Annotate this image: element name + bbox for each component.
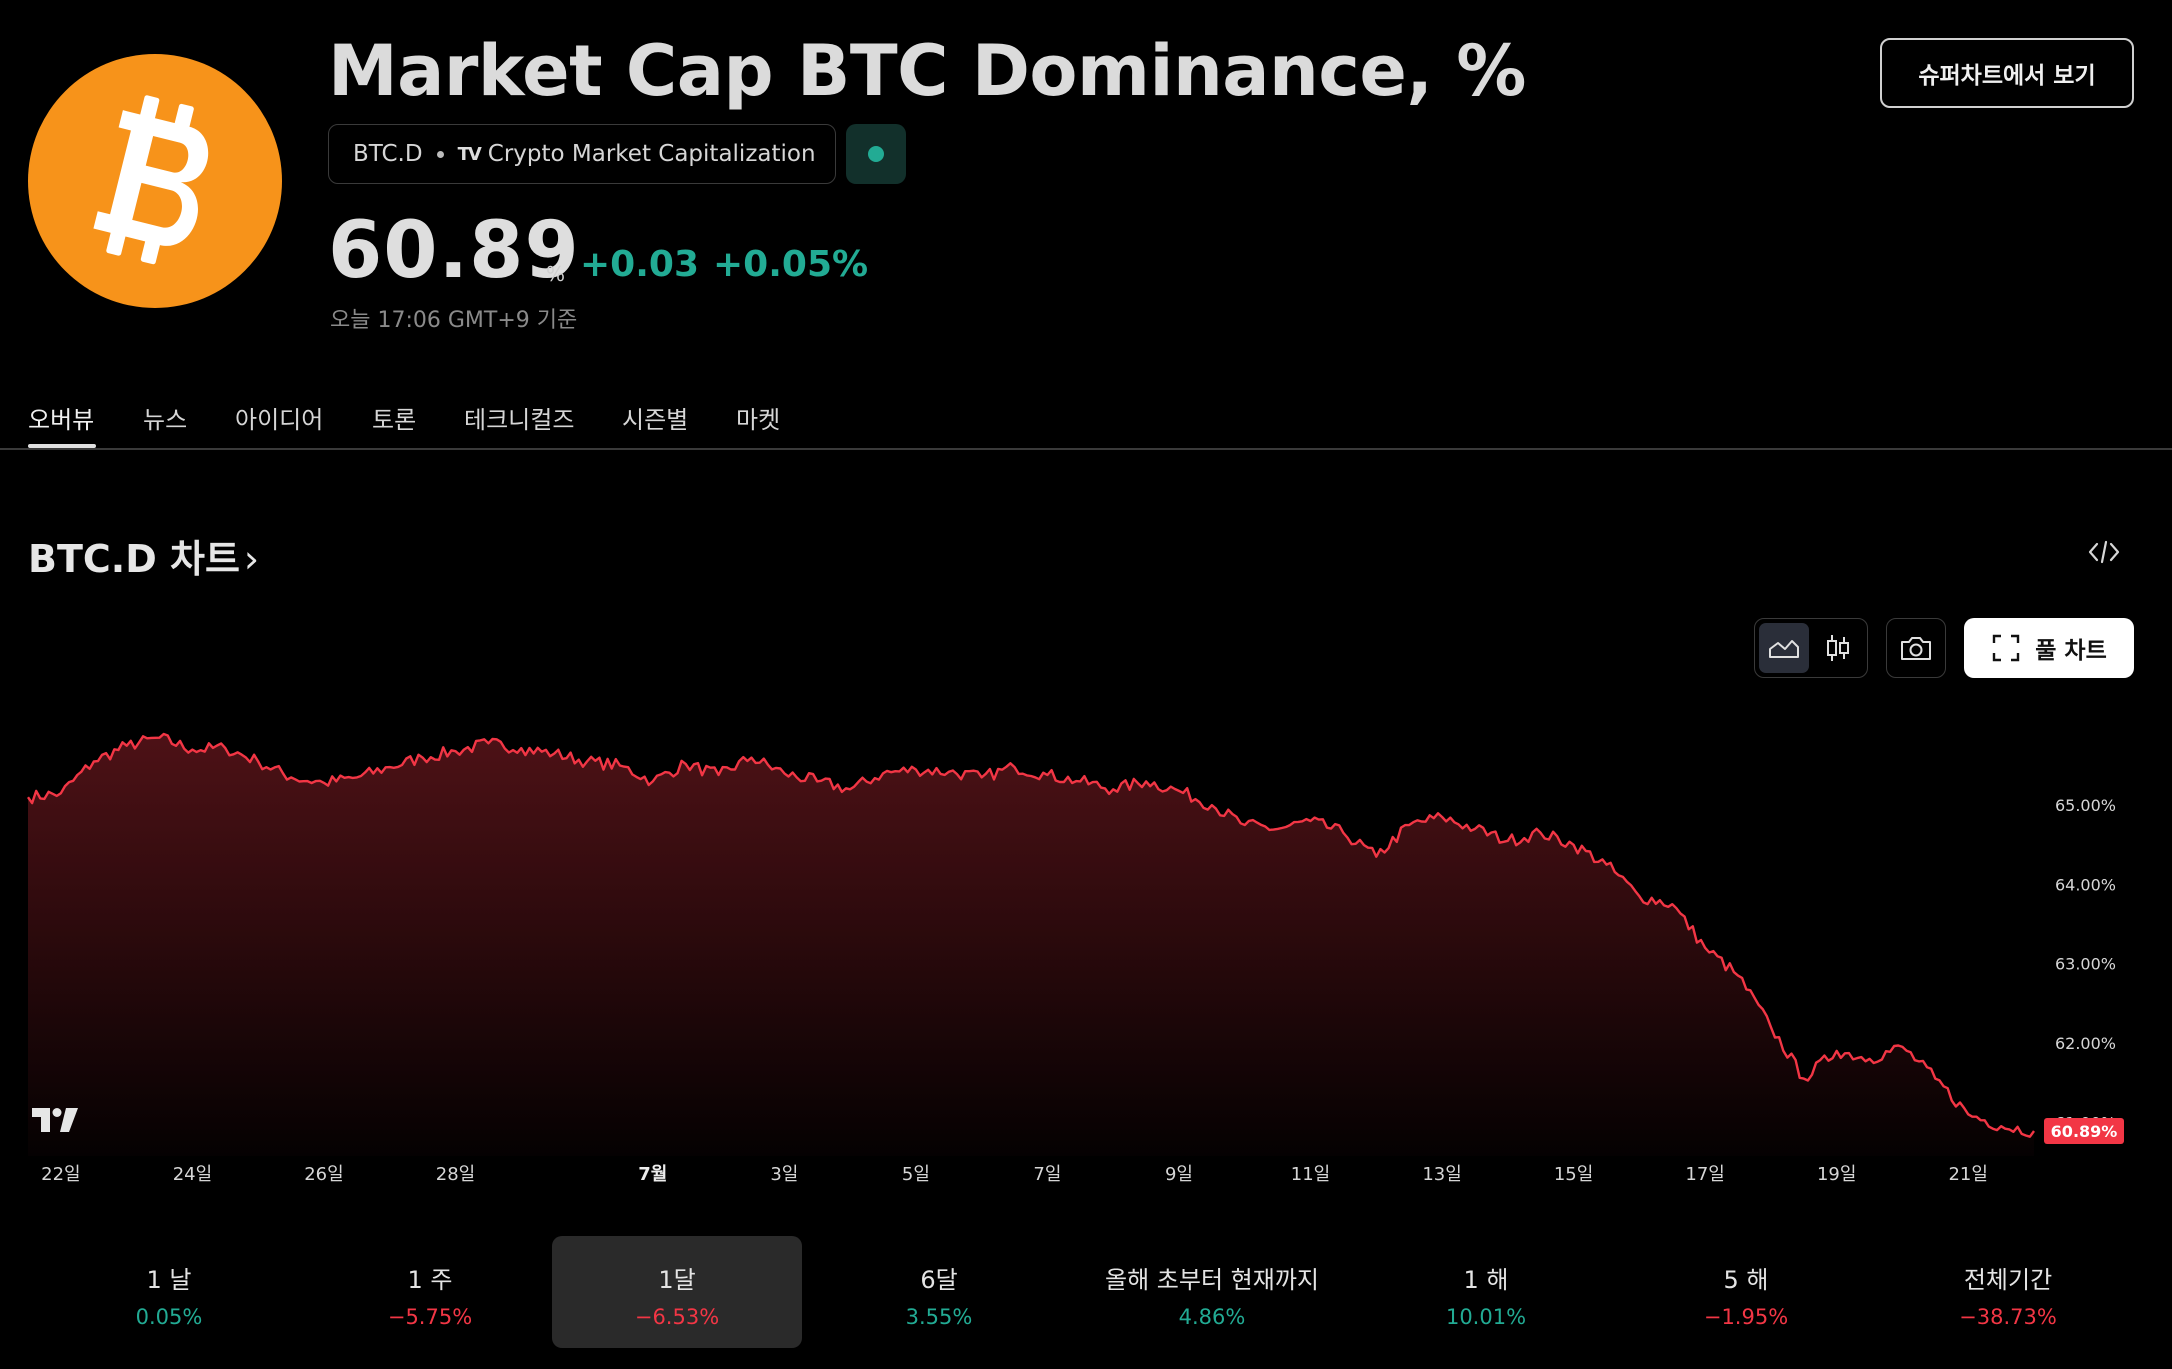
x-tick-label: 9일 (1165, 1164, 1193, 1185)
period-ytd-button[interactable]: 올해 초부터 현재까지 4.86% (1087, 1236, 1337, 1348)
period-1d-button[interactable]: 1 날 0.05% (44, 1236, 294, 1348)
full-chart-label: 풀 차트 (2035, 638, 2107, 664)
period-change: −5.75% (387, 1305, 473, 1329)
price-change: +0.03 +0.05% (580, 244, 868, 285)
x-tick-label: 5일 (902, 1164, 930, 1185)
camera-icon (1901, 637, 1931, 660)
embed-code-icon[interactable] (2086, 534, 2122, 570)
last-price-marker: 60.89% (2044, 1117, 2124, 1144)
x-tick-label: 24일 (173, 1164, 212, 1185)
chart-type-toggle (1754, 618, 1868, 678)
x-tick-label: 26일 (304, 1164, 343, 1185)
price-unit: % (546, 262, 566, 286)
tradingview-logo-icon[interactable] (32, 1108, 80, 1132)
candlestick-chart-button[interactable] (1813, 623, 1863, 673)
period-5y-button[interactable]: 5 해 −1.95% (1621, 1236, 1871, 1348)
tab-technicals[interactable]: 테크니컬즈 (464, 406, 575, 434)
tab-ideas[interactable]: 아이디어 (235, 406, 324, 434)
y-axis: 65.00%64.00%63.00%62.00%61.00% (2055, 796, 2116, 1132)
tab-discussion[interactable]: 토론 (372, 406, 417, 434)
change-absolute: +0.03 (580, 244, 699, 285)
active-tab-indicator (28, 444, 96, 448)
candlestick-icon (1827, 635, 1849, 661)
period-1m-button[interactable]: 1달 −6.53% (552, 1236, 802, 1348)
timestamp-label: 오늘 17:06 GMT+9 기준 (330, 308, 578, 333)
area-chart-button[interactable] (1759, 623, 1809, 673)
period-change: 10.01% (1445, 1305, 1527, 1329)
y-tick-label: 62.00% (2055, 1034, 2116, 1053)
tab-seasonals[interactable]: 시즌별 (622, 406, 689, 434)
bitcoin-logo-icon (28, 54, 282, 308)
x-tick-label: 19일 (1817, 1164, 1856, 1185)
change-percent: +0.05% (713, 244, 869, 285)
period-all-button[interactable]: 전체기간 −38.73% (1883, 1236, 2133, 1348)
x-tick-label: 7일 (1033, 1164, 1061, 1185)
y-tick-label: 63.00% (2055, 955, 2116, 974)
period-1w-button[interactable]: 1 주 −5.75% (305, 1236, 555, 1348)
period-6m-button[interactable]: 6달 3.55% (814, 1236, 1064, 1348)
tab-markets[interactable]: 마켓 (736, 406, 781, 434)
period-change: 0.05% (135, 1305, 203, 1329)
period-label: 1 날 (146, 1266, 192, 1294)
performance-periods: 1 날 0.05% 1 주 −5.75% 1달 −6.53% 6달 3.55% … (28, 1236, 2138, 1348)
open-supercharts-button[interactable]: 슈퍼차트에서 보기 (1880, 38, 2134, 108)
chart-section-title-link[interactable]: BTC.D 차트 › (28, 528, 259, 583)
y-tick-label: 64.00% (2055, 875, 2116, 894)
chevron-right-icon: › (243, 537, 260, 581)
section-tabs: 오버뷰 뉴스 아이디어 토론 테크니컬즈 시즌별 마켓 (0, 392, 2172, 450)
area-chart-icon (1769, 640, 1799, 658)
symbol-label: BTC.D (353, 141, 423, 167)
x-tick-label: 22일 (41, 1164, 80, 1185)
price-area-chart[interactable]: 65.00%64.00%63.00%62.00%61.00% 22일24일26일… (0, 690, 2172, 1220)
full-chart-button[interactable]: 풀 차트 (1964, 618, 2134, 678)
period-label: 전체기간 (1963, 1266, 2053, 1294)
chart-price-line (27, 732, 2035, 1138)
current-price: 60.89 (328, 206, 580, 296)
y-tick-label: 65.00% (2055, 796, 2116, 815)
period-change: −6.53% (634, 1305, 720, 1329)
period-change: −38.73% (1959, 1305, 2057, 1329)
x-tick-label: 28일 (436, 1164, 475, 1185)
period-1y-button[interactable]: 1 해 10.01% (1361, 1236, 1611, 1348)
period-change: 3.55% (905, 1305, 973, 1329)
period-label: 1 주 (407, 1266, 453, 1294)
last-price-tag: 60.89% (2051, 1122, 2118, 1141)
tradingview-mini-icon: TV (457, 143, 482, 165)
x-tick-label: 17일 (1685, 1164, 1724, 1185)
x-tick-label: 15일 (1554, 1164, 1593, 1185)
x-tick-label: 7월 (638, 1164, 667, 1185)
symbol-exchange-badge[interactable]: BTC.D TV Crypto Market Capitalization (328, 124, 836, 184)
x-tick-label: 3일 (770, 1164, 798, 1185)
page-title: Market Cap BTC Dominance, % (328, 30, 1526, 112)
chart-area-fill (28, 734, 2034, 1156)
period-label: 1 해 (1463, 1266, 1509, 1294)
exchange-label: Crypto Market Capitalization (487, 141, 816, 167)
chart-title-text: BTC.D 차트 (28, 537, 240, 581)
tab-news[interactable]: 뉴스 (143, 406, 188, 434)
period-label: 올해 초부터 현재까지 (1105, 1266, 1319, 1294)
x-tick-label: 11일 (1291, 1164, 1330, 1185)
market-status-button[interactable] (846, 124, 906, 184)
fullscreen-icon (1993, 634, 2020, 662)
x-axis: 22일 24일 26일 28일 7월 3일 5일 7일 9일 11일 13일 15일 17일 19일 21일 (41, 1164, 1988, 1185)
market-open-dot-icon (868, 146, 884, 162)
period-label: 5 해 (1723, 1266, 1769, 1294)
separator-dot (436, 150, 444, 158)
last-price-tag-background (2044, 1117, 2124, 1144)
tab-overview[interactable]: 오버뷰 (28, 406, 95, 434)
period-label: 1달 (658, 1266, 696, 1294)
x-tick-label: 13일 (1422, 1164, 1461, 1185)
period-change: −1.95% (1703, 1305, 1789, 1329)
period-change: 4.86% (1178, 1305, 1246, 1329)
snapshot-button[interactable] (1886, 618, 1946, 678)
period-label: 6달 (920, 1266, 958, 1294)
x-tick-label: 21일 (1948, 1164, 1987, 1185)
